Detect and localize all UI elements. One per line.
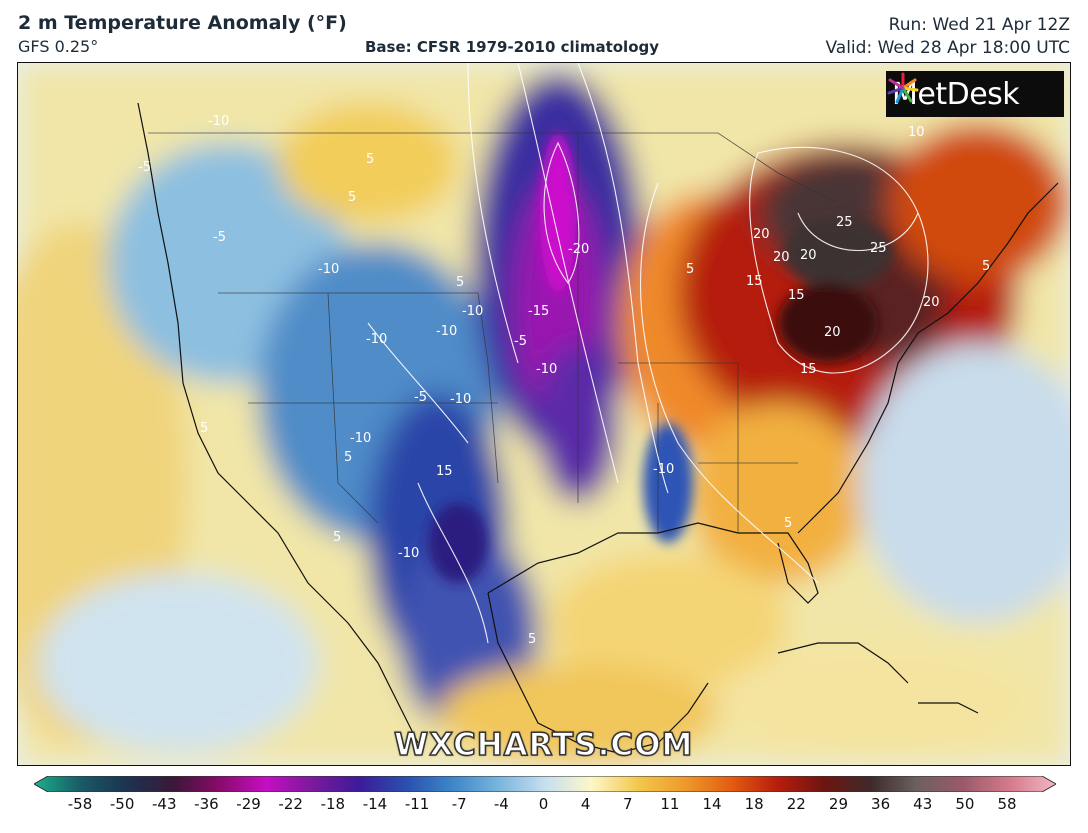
colorbar-tick-label: -22: [278, 795, 303, 813]
svg-text:5: 5: [344, 450, 352, 465]
colorbar-tick-label: -14: [362, 795, 388, 813]
svg-text:5: 5: [200, 421, 208, 436]
contour-labels: -10 5 -5 5 -10 -5 -20 -15 -5 -10 5 -10 -…: [138, 114, 990, 647]
svg-text:-10: -10: [318, 262, 339, 277]
svg-text:20: 20: [800, 248, 817, 263]
colorbar-tick-label: 4: [580, 795, 591, 813]
svg-text:25: 25: [870, 241, 887, 256]
svg-text:-10: -10: [366, 332, 387, 347]
base-climatology-label: Base: CFSR 1979-2010 climatology: [365, 38, 660, 56]
colorbar-tick-label: 7: [622, 795, 633, 813]
svg-text:-10: -10: [450, 392, 471, 407]
svg-text:5: 5: [982, 259, 990, 274]
svg-text:20: 20: [753, 227, 770, 242]
colorbar-gradient: [32, 775, 1058, 793]
borders: [148, 132, 839, 533]
svg-text:5: 5: [528, 632, 536, 647]
wxcharts-watermark: WXCHARTS.COM: [393, 726, 694, 764]
colorbar-tick-label: -58: [67, 795, 93, 813]
svg-text:5: 5: [686, 262, 694, 277]
colorbar-tick-labels: -58 -50 -43 -36 -29 -22 -18 -14 -11 -7 -4 0 4 7 11 14 18…: [0, 795, 1088, 819]
valid-time-label: Valid: Wed 28 Apr 18:00 UTC: [825, 38, 1070, 58]
model-label: GFS 0.25°: [18, 37, 99, 56]
colorbar-tick-label: 43: [913, 795, 933, 813]
colorbar-tick-label: -36: [194, 795, 219, 813]
temperature-anomaly-map[interactable]: -10 5 -5 5 -10 -5 -20 -15 -5 -10 5 -10 -…: [17, 62, 1071, 766]
svg-text:20: 20: [923, 295, 940, 310]
metdesk-logo: MetDesk: [886, 71, 1064, 117]
colorbar-tick-label: 50: [955, 795, 975, 813]
colorbar-tick-label: 29: [828, 795, 848, 813]
svg-text:-10: -10: [653, 462, 674, 477]
colorbar-svg: [32, 775, 1058, 793]
svg-text:-10: -10: [398, 546, 419, 561]
svg-text:5: 5: [456, 275, 464, 290]
svg-text:-5: -5: [514, 334, 527, 349]
colorbar-tick-label: -4: [493, 795, 509, 813]
svg-text:-5: -5: [138, 160, 151, 175]
chart-title: 2 m Temperature Anomaly (°F): [18, 12, 347, 34]
colorbar: [32, 775, 1058, 793]
colorbar-tick-label: 36: [871, 795, 891, 813]
coastlines: [137, 102, 1059, 754]
svg-text:15: 15: [746, 274, 763, 289]
svg-text:-10: -10: [436, 324, 457, 339]
svg-text:-10: -10: [208, 114, 229, 129]
colorbar-tick-label: -18: [320, 795, 346, 813]
colorbar-tick-label: 14: [702, 795, 722, 813]
colorbar-tick-label: 58: [997, 795, 1017, 813]
run-label: Run: Wed 21 Apr 12Z: [888, 15, 1070, 35]
colorbar-tick-label: -50: [109, 795, 135, 813]
colorbar-tick-label: 0: [538, 795, 549, 813]
svg-text:-5: -5: [414, 390, 427, 405]
svg-text:20: 20: [824, 325, 841, 340]
svg-text:5: 5: [784, 516, 792, 531]
svg-text:-15: -15: [528, 304, 549, 319]
map-canvas: -10 5 -5 5 -10 -5 -20 -15 -5 -10 5 -10 -…: [18, 63, 1070, 765]
colorbar-tick-label: 22: [786, 795, 806, 813]
svg-text:-10: -10: [536, 362, 557, 377]
svg-text:15: 15: [800, 362, 817, 377]
colorbar-tick-label: 11: [660, 795, 680, 813]
svg-text:25: 25: [836, 215, 853, 230]
colorbar-tick-label: -11: [404, 795, 430, 813]
svg-text:5: 5: [348, 190, 356, 205]
svg-text:15: 15: [788, 288, 805, 303]
metdesk-star-icon: [887, 72, 919, 104]
colorbar-tick-label: -29: [236, 795, 261, 813]
svg-text:-5: -5: [213, 230, 226, 245]
svg-text:5: 5: [333, 530, 341, 545]
colorbar-tick-label: 18: [744, 795, 764, 813]
svg-text:20: 20: [773, 250, 790, 265]
svg-text:-10: -10: [350, 431, 371, 446]
svg-text:-10: -10: [462, 304, 483, 319]
svg-text:10: 10: [908, 125, 925, 140]
anomaly-cores: [428, 133, 893, 583]
contour-lines: [367, 63, 929, 644]
colorbar-tick-label: -7: [451, 795, 467, 813]
colorbar-tick-label: -43: [152, 795, 177, 813]
svg-text:15: 15: [436, 464, 453, 479]
svg-text:5: 5: [366, 152, 374, 167]
svg-text:-20: -20: [568, 242, 589, 257]
